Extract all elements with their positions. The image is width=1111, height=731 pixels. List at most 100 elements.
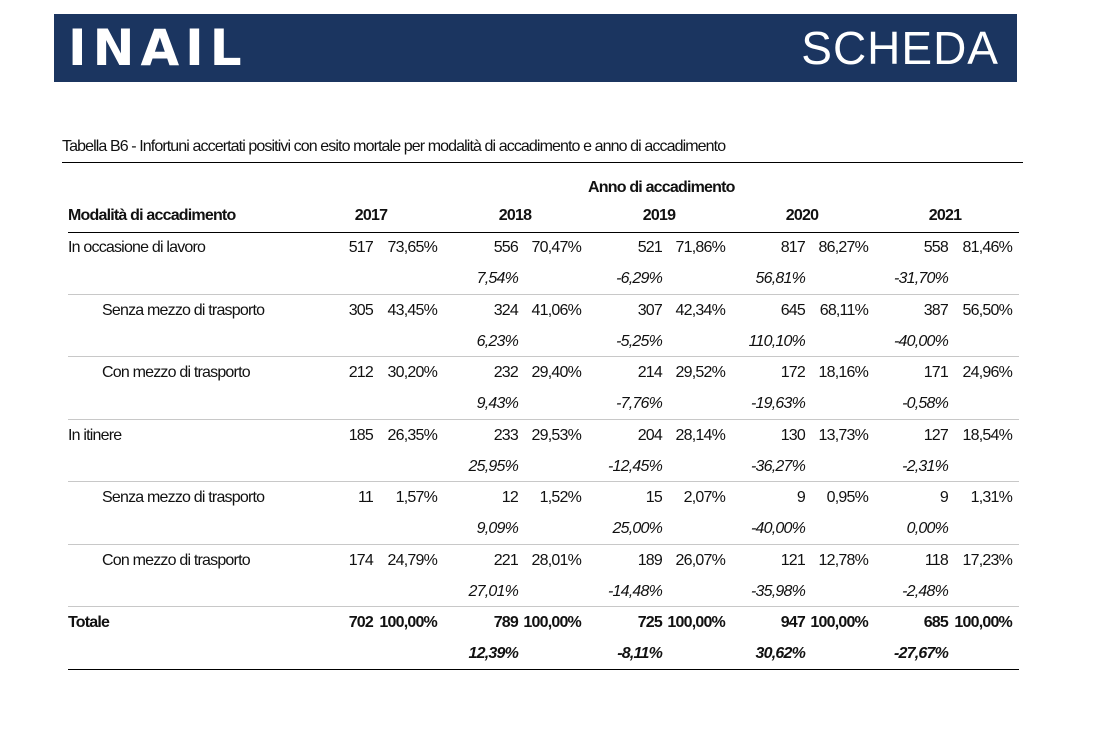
- header-banner: INAIL SCHEDA: [54, 14, 1017, 82]
- cell-count: 725: [637, 614, 663, 631]
- cell-count: 121: [780, 551, 806, 569]
- cell-count: 174: [348, 551, 374, 569]
- cell-variation: 12,39%: [468, 645, 519, 662]
- cell-percent: 100,00%: [379, 614, 437, 631]
- cell-variation: -0,58%: [902, 395, 949, 412]
- cell-count: 645: [780, 301, 806, 319]
- cell-variation: 25,95%: [468, 457, 519, 475]
- cell-variation: 27,01%: [468, 582, 519, 600]
- cell-percent: 1,31%: [970, 489, 1013, 506]
- cell-variation: 9,09%: [476, 520, 519, 537]
- cell-percent: 100,00%: [667, 614, 725, 631]
- cell-count: 305: [348, 301, 374, 319]
- cell-count: 172: [780, 364, 806, 381]
- cell-count: 15: [645, 489, 663, 506]
- cell-percent: 41,06%: [531, 301, 582, 319]
- header-divider: [68, 232, 1019, 233]
- cell-percent: 100,00%: [810, 614, 868, 631]
- cell-variation: 25,00%: [612, 520, 663, 537]
- cell-percent: 30,20%: [387, 364, 438, 381]
- cell-variation: 30,62%: [755, 645, 806, 662]
- cell-variation: 9,43%: [476, 395, 519, 412]
- cell-count: 517: [348, 239, 374, 256]
- cell-percent: 12,78%: [818, 551, 869, 569]
- row-label: Totale: [68, 614, 110, 631]
- cell-count: 221: [493, 551, 519, 569]
- cell-count: 324: [493, 301, 519, 319]
- cell-count: 185: [348, 426, 374, 444]
- row-header: Modalità di accadimento: [68, 207, 236, 224]
- cell-variation: 6,23%: [476, 332, 519, 350]
- page-title: SCHEDA: [801, 22, 999, 74]
- row-divider: [68, 419, 1019, 420]
- table-bottom-rule: [68, 669, 1019, 670]
- cell-variation: -14,48%: [608, 582, 663, 600]
- row-label: In itinere: [68, 426, 122, 444]
- row-divider: [68, 544, 1019, 545]
- cell-count: 556: [493, 239, 519, 256]
- cell-count: 387: [923, 301, 949, 319]
- row-label: Con mezzo di trasporto: [102, 551, 251, 569]
- cell-percent: 81,46%: [962, 239, 1013, 256]
- cell-percent: 100,00%: [954, 614, 1012, 631]
- cell-percent: 71,86%: [675, 239, 726, 256]
- row-label: In occasione di lavoro: [68, 239, 206, 256]
- cell-count: 232: [493, 364, 519, 381]
- year-header: 2021: [928, 207, 962, 224]
- row-label: Senza mezzo di trasporto: [102, 489, 265, 506]
- row-label: Con mezzo di trasporto: [102, 364, 251, 381]
- year-header: 2017: [354, 207, 388, 224]
- cell-variation: -8,11%: [617, 645, 663, 662]
- cell-variation: -35,98%: [751, 582, 806, 600]
- cell-count: 171: [923, 364, 949, 381]
- cell-variation: -12,45%: [608, 457, 663, 475]
- row-divider: [68, 606, 1019, 607]
- cell-variation: -7,76%: [616, 395, 663, 412]
- cell-count: 558: [923, 239, 949, 256]
- caption-divider: [62, 162, 1023, 163]
- cell-percent: 28,01%: [531, 551, 582, 569]
- table-caption: Tabella B6 - Infortuni accertati positiv…: [62, 138, 726, 155]
- cell-percent: 56,50%: [962, 301, 1013, 319]
- cell-percent: 13,73%: [818, 426, 869, 444]
- cell-count: 307: [637, 301, 663, 319]
- cell-percent: 26,07%: [675, 551, 726, 569]
- cell-percent: 26,35%: [387, 426, 438, 444]
- cell-count: 947: [780, 614, 806, 631]
- cell-count: 817: [780, 239, 806, 256]
- cell-count: 9: [939, 489, 949, 506]
- cell-percent: 2,07%: [683, 489, 726, 506]
- cell-variation: -6,29%: [616, 270, 663, 287]
- cell-percent: 70,47%: [531, 239, 582, 256]
- cell-count: 789: [493, 614, 519, 631]
- year-header: 2020: [785, 207, 819, 224]
- cell-count: 9: [796, 489, 806, 506]
- cell-count: 12: [501, 489, 519, 506]
- cell-count: 127: [923, 426, 949, 444]
- cell-count: 11: [357, 489, 374, 506]
- cell-variation: 110,10%: [748, 332, 806, 350]
- cell-percent: 18,16%: [818, 364, 869, 381]
- group-header: Anno di accadimento: [588, 179, 735, 196]
- cell-variation: -5,25%: [616, 332, 663, 350]
- cell-count: 130: [780, 426, 806, 444]
- cell-percent: 0,95%: [826, 489, 869, 506]
- cell-percent: 86,27%: [818, 239, 869, 256]
- cell-variation: -2,48%: [902, 582, 949, 600]
- cell-variation: -31,70%: [894, 270, 949, 287]
- cell-variation: -27,67%: [894, 645, 949, 662]
- cell-count: 685: [923, 614, 949, 631]
- cell-percent: 100,00%: [523, 614, 581, 631]
- cell-percent: 42,34%: [675, 301, 726, 319]
- cell-variation: 0,00%: [906, 520, 949, 537]
- cell-count: 233: [493, 426, 519, 444]
- year-header: 2018: [498, 207, 532, 224]
- cell-percent: 24,96%: [962, 364, 1013, 381]
- row-label: Senza mezzo di trasporto: [102, 301, 265, 319]
- year-header: 2019: [642, 207, 676, 224]
- cell-variation: 7,54%: [476, 270, 519, 287]
- cell-count: 204: [637, 426, 663, 444]
- cell-variation: 56,81%: [755, 270, 806, 287]
- row-divider: [68, 481, 1019, 482]
- cell-count: 702: [348, 614, 374, 631]
